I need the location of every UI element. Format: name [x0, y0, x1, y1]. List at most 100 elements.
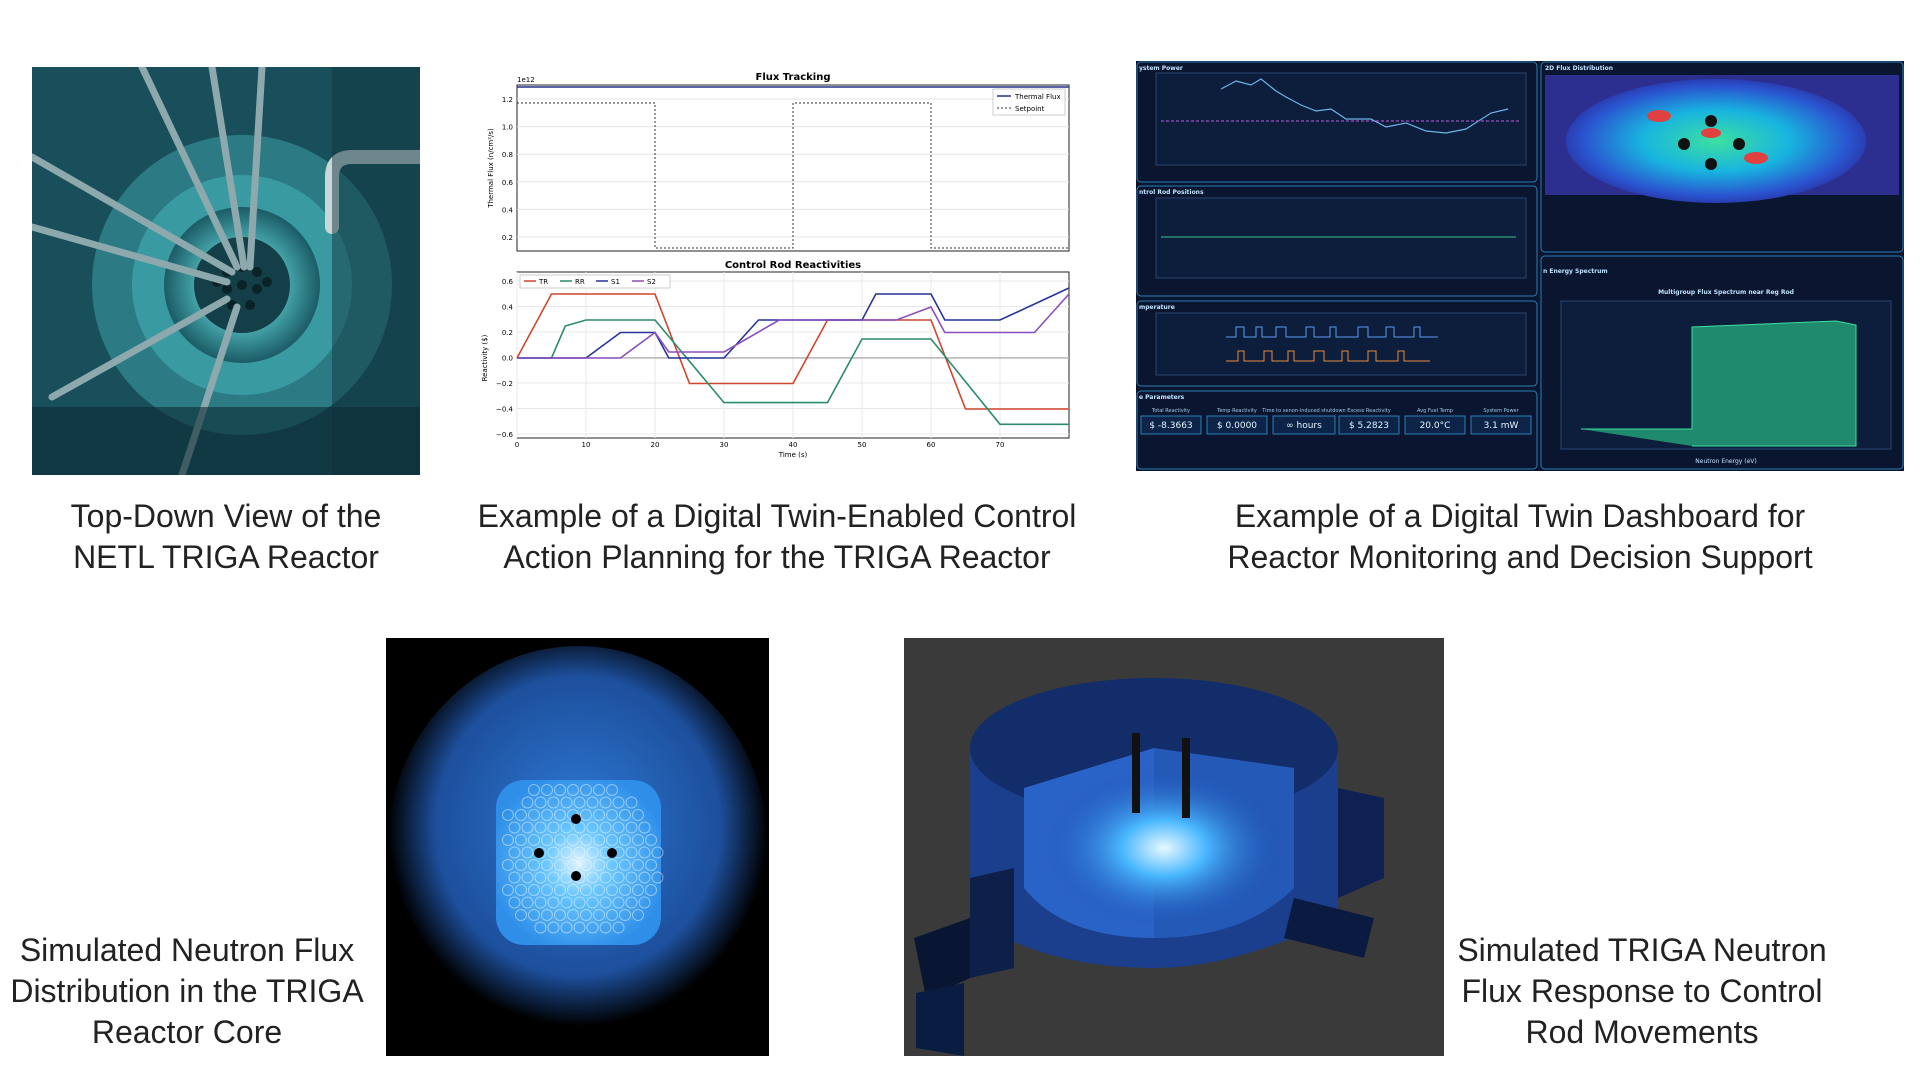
fuel-cell: [547, 796, 560, 809]
caption: Example of a Digital Twin Dashboard for …: [1200, 496, 1840, 578]
fuel-cell: [632, 884, 644, 896]
panel-title: ystem Power: [1139, 65, 1183, 72]
plot-area: [1155, 72, 1527, 166]
fuel-cell: [554, 909, 566, 921]
power-line: [1220, 78, 1509, 134]
panel-title: mperature: [1139, 304, 1175, 311]
fuel-cell: [508, 821, 521, 834]
caption-line: Distribution in the TRIGA: [10, 973, 364, 1009]
fuel-cell: [560, 896, 573, 909]
fuel-cell: [586, 921, 599, 934]
panel-title: n Energy Spectrum: [1543, 268, 1608, 275]
fuel-cell: [560, 796, 573, 809]
fuel-cell: [502, 859, 514, 871]
dashboard-art: ystem Power ntrol Rod Positions mperatur…: [1136, 61, 1904, 471]
chart-title: Flux Tracking: [756, 72, 831, 83]
panel-title: ntrol Rod Positions: [1139, 189, 1204, 196]
fuel-cell: [638, 821, 651, 834]
fuel-cell: [508, 896, 521, 909]
fuel-cell: [521, 896, 534, 909]
rod: [1705, 158, 1717, 170]
fuel-cell: [632, 809, 644, 821]
x-tick-label: 20: [651, 441, 660, 449]
tr-line: [516, 293, 1069, 410]
fuel-cell: [580, 884, 592, 896]
fuel-cell: [528, 884, 540, 896]
fuel-cell: [599, 896, 612, 909]
fuel-cell: [599, 821, 612, 834]
panel-title: e Parameters: [1139, 394, 1185, 401]
axis-label: Neutron Energy (eV): [1695, 458, 1756, 465]
flux-map-core: [1566, 79, 1866, 203]
fuel-cell: [515, 909, 527, 921]
fuel-cell: [638, 871, 651, 884]
y-tick-label: 0.6: [502, 179, 514, 187]
x-tick-label: 0: [515, 441, 519, 449]
param-label: Excess Reactivity: [1347, 408, 1390, 414]
caption: Top-Down View of the NETL TRIGA Reactor: [26, 496, 426, 578]
axis-label: Reactivity ($): [481, 334, 489, 381]
spectrum-title: Multigroup Flux Spectrum near Reg Rod: [1658, 289, 1794, 296]
temp-line: [1226, 326, 1438, 338]
flux-3d-art: [904, 638, 1444, 1056]
fuel-cell: [651, 846, 664, 859]
param-box: [1206, 415, 1268, 435]
fuel-cell: [599, 796, 612, 809]
fuel-cell: [586, 846, 599, 859]
fuel-cell: [554, 784, 566, 796]
fuel-cell: [599, 871, 612, 884]
rr-line: [517, 319, 1069, 426]
fuel-cell: [632, 859, 644, 871]
fuel-cell: [547, 921, 560, 934]
fuel-cell: [593, 859, 605, 871]
x-tick-label: 50: [858, 441, 867, 449]
fuel-cell: [580, 834, 592, 846]
param-value: $ 5.2823: [1349, 421, 1389, 431]
fuel-cell: [560, 821, 573, 834]
fuel-cell: [619, 834, 631, 846]
caption: Simulated TRIGA Neutron Flux Response to…: [1440, 930, 1844, 1053]
fuel-cell: [541, 784, 553, 796]
legend: [992, 88, 1066, 116]
hotspot: [1701, 128, 1721, 138]
reactor-photo-art: [32, 67, 420, 475]
fuel-cell: [580, 784, 592, 796]
fuel-cell: [567, 834, 579, 846]
fuel-cell: [573, 846, 586, 859]
chart-title: Control Rod Reactivities: [725, 260, 861, 271]
fuel-cell: [560, 921, 573, 934]
caption-line: Reactor Monitoring and Decision Support: [1227, 539, 1813, 575]
rod: [1733, 138, 1745, 150]
fuel-cell: [554, 834, 566, 846]
fuel-cell: [541, 834, 553, 846]
caption-line: Flux Response to Control: [1461, 973, 1823, 1009]
setpoint-line: [517, 102, 1069, 249]
fuel-cell: [547, 821, 560, 834]
y-tick-label: 1.2: [502, 96, 513, 104]
axis-exponent: 1e12: [517, 76, 535, 84]
legend-label: Thermal Flux: [1014, 93, 1061, 101]
axis-label: Time (s): [778, 451, 808, 459]
param-box: [1404, 415, 1466, 435]
fuel-cell: [586, 896, 599, 909]
hotspot: [1647, 110, 1671, 122]
fuel-cell: [534, 871, 547, 884]
rod: [1678, 138, 1690, 150]
fuel-cell: [619, 809, 631, 821]
fuel-cell: [508, 871, 521, 884]
fuel-cell: [612, 796, 625, 809]
x-tick-label: 60: [927, 441, 936, 449]
y-tick-label: 0.2: [502, 329, 513, 337]
caption-line: Example of a Digital Twin-Enabled Contro…: [477, 498, 1077, 534]
fuel-cell: [606, 859, 618, 871]
fuel-cell: [554, 884, 566, 896]
fuel-cell: [528, 809, 540, 821]
fuel-cell: [619, 859, 631, 871]
fuel-cell: [541, 884, 553, 896]
fuel-cell: [599, 921, 612, 934]
param-value: $ 0.0000: [1217, 421, 1257, 431]
fuel-cell: [612, 821, 625, 834]
caption-line: Reactor Core: [91, 1014, 283, 1050]
fuel-cell: [593, 809, 605, 821]
caption: Example of a Digital Twin-Enabled Contro…: [457, 496, 1097, 578]
